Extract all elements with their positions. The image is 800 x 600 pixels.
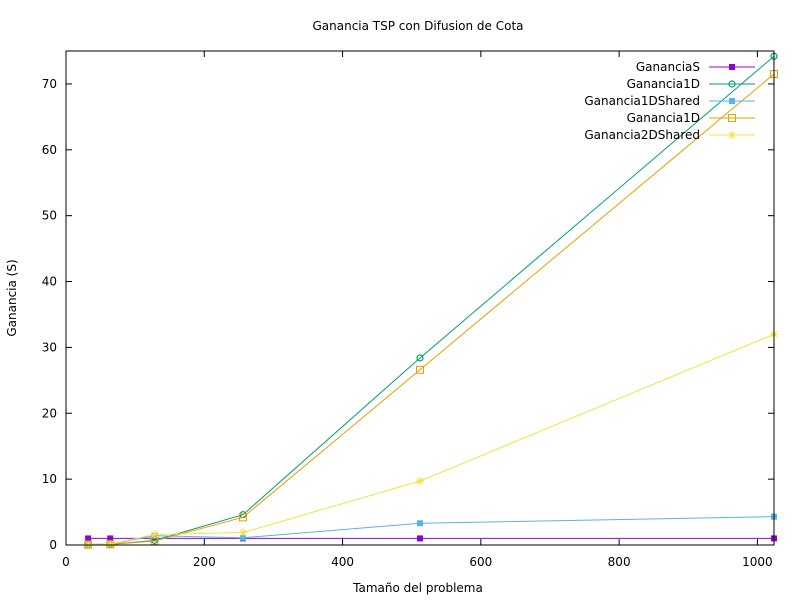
y-tick-label: 30 [42,340,57,354]
x-tick-label: 600 [469,555,492,569]
data-point [729,64,735,70]
data-point [417,535,423,542]
data-point [240,534,246,541]
y-tick-label: 40 [42,275,57,289]
y-tick-label: 0 [49,538,57,552]
y-tick-label: 20 [42,406,57,420]
legend: GananciaS Ganancia1D Ganancia1DShared Ganan… [584,60,755,142]
x-tick-label: 800 [608,555,631,569]
legend-label: GananciaS [636,60,700,74]
plot-frame [65,50,775,546]
data-point [416,365,424,374]
series-line [88,333,775,545]
data-point [729,98,735,104]
data-point [85,535,92,542]
series-line [88,516,775,545]
x-tick-label: 0 [62,555,70,569]
y-tick-label: 60 [42,143,57,157]
data-point [728,114,736,122]
data-point [416,477,424,486]
data-point [728,80,736,88]
data-point [107,535,114,542]
x-tick-label: 200 [193,555,216,569]
data-point [239,513,247,522]
data-point [150,530,159,539]
data-point [728,131,736,139]
series-line [88,73,775,546]
legend-label: Ganancia2DShared [584,128,700,142]
x-axis-label: Tamaño del problema [352,581,483,595]
y-axis-label: Ganancia (S) [5,259,19,336]
y-tick-label: 50 [42,209,57,223]
data-point [416,354,424,362]
y-tick-label: 70 [42,77,57,91]
chart-title: Ganancia TSP con Difusion de Cota [312,19,523,33]
data-point [417,520,423,527]
legend-label: Ganancia1DShared [584,94,700,108]
y-tick-label: 10 [42,472,57,486]
data-point [106,540,115,549]
x-tick-label: 1000 [742,555,773,569]
legend-label: Ganancia1D [627,111,700,125]
axis-ticks: 0 200 400 600 800 1000 0 10 20 30 40 50 60 70 [42,51,774,569]
series-5 [84,330,778,549]
data-point [239,528,247,537]
legend-label: Ganancia1D [627,77,700,91]
series-layer [84,52,778,549]
data-point [84,540,93,549]
x-tick-label: 400 [331,555,354,569]
